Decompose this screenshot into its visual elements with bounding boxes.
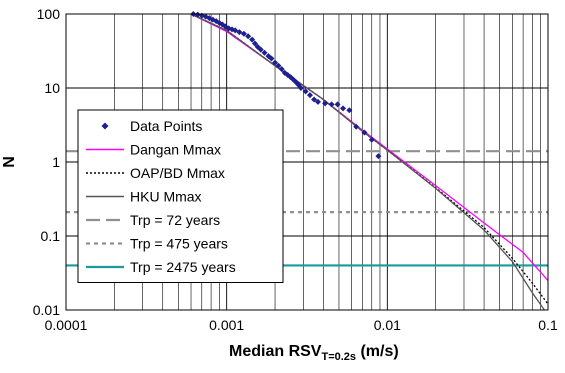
data-point [340, 105, 347, 112]
x-axis-title-main: Median RSV [229, 343, 322, 360]
legend-entry: Data Points [130, 118, 202, 134]
data-point [297, 85, 304, 91]
data-point [375, 153, 382, 160]
data-point [278, 66, 285, 73]
data-point [236, 29, 243, 36]
series-layer [66, 11, 549, 311]
x-tick-label: 0.01 [374, 317, 401, 333]
data-point [261, 49, 268, 56]
x-tick-label: 0.001 [209, 317, 244, 333]
data-point [232, 27, 239, 34]
data-point [245, 33, 252, 40]
y-tick-label: 0.1 [41, 228, 61, 244]
x-tick-label: 0.1 [538, 317, 558, 333]
line-series [190, 13, 549, 305]
data-point [314, 98, 321, 105]
data-point [194, 11, 201, 18]
legend-entry: Trp = 72 years [130, 212, 220, 228]
data-point [346, 107, 353, 114]
legend: Data Points Dangan Mmax OAP/BD Mmax HKU Mma… [77, 109, 284, 283]
line-series [190, 13, 545, 311]
data-point [361, 129, 368, 136]
y-tick-label: 1 [52, 154, 60, 170]
plot-area-frame [65, 13, 549, 311]
x-axis-title: Median RSVT=0.2s (m/s) [229, 343, 399, 363]
data-point [251, 40, 258, 47]
data-point [353, 123, 360, 130]
data-point [272, 59, 279, 66]
y-tick-label: 10 [44, 80, 60, 96]
data-point [257, 46, 264, 53]
data-point [240, 30, 247, 37]
legend-entry: OAP/BD Mmax [130, 165, 225, 181]
data-point [368, 136, 375, 143]
legend-marker [101, 122, 109, 130]
data-point [275, 62, 282, 69]
data-point [322, 100, 329, 107]
data-point [311, 96, 318, 103]
data-point [306, 92, 313, 99]
legend-entry: Dangan Mmax [130, 142, 221, 158]
x-axis-title-unit: (m/s) [356, 343, 399, 360]
legend-entry: Trp = 475 years [130, 236, 228, 252]
data-point [334, 101, 341, 108]
x-axis-title-subscript: T=0.2s [321, 351, 356, 363]
legend-entry: HKU Mmax [130, 189, 202, 205]
data-point [268, 55, 275, 62]
y-tick-label: 0.01 [33, 302, 60, 318]
data-point [249, 36, 256, 43]
y-tick-label: 100 [37, 6, 61, 22]
x-tick-label: 0.0001 [45, 317, 88, 333]
data-point [302, 88, 309, 95]
data-point [328, 101, 335, 108]
y-axis-title: N [1, 156, 18, 168]
legend-entry: Trp = 2475 years [130, 259, 236, 275]
tick-labels: 0.0001 0.001 0.01 0.1 100 10 1 0.1 0.01 [33, 6, 558, 333]
